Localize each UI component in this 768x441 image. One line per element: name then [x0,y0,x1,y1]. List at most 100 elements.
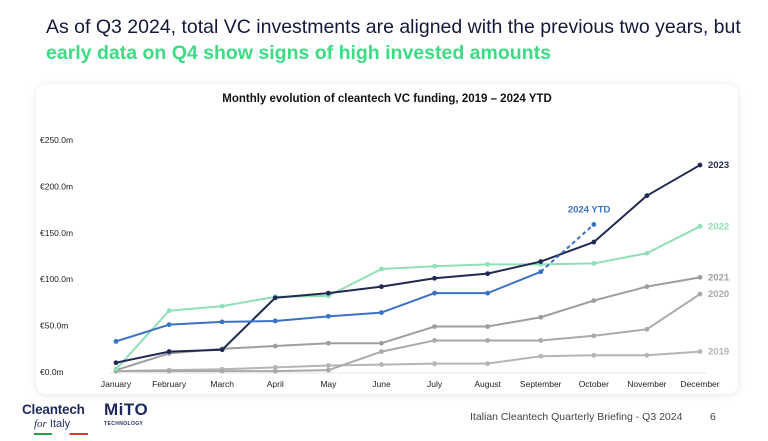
data-point-2020 [325,367,331,373]
data-point-2023 [113,360,119,366]
data-point-2024-ytd [219,319,225,325]
data-point-2019 [697,349,703,354]
x-tick-label: February [152,379,187,389]
chart-card: Monthly evolution of cleantech VC fundin… [36,84,738,394]
series-line-2020 [116,293,701,373]
series-line-2023 [115,164,701,364]
data-point-2021 [644,284,650,290]
x-tick-label: September [520,379,562,389]
data-point-2020 [591,333,597,339]
data-point-2020 [166,368,172,374]
data-point-2020 [272,368,278,374]
data-point-2022 [166,308,172,314]
y-tick-label: €150.0m [40,228,73,238]
data-point-2022 [485,261,491,267]
x-tick-label: October [579,379,609,389]
data-point-2024-ytd [325,313,331,319]
chart-title: Monthly evolution of cleantech VC fundin… [222,93,552,105]
line-chart: €0.0m €50.0m €100.0m €150.0m €200.0m €250.0m J… [40,135,730,389]
y-tick-label: €200.0m [40,181,73,191]
data-point-2023 [697,162,703,168]
data-point-2019 [644,352,650,358]
data-point-2020 [219,368,225,374]
data-point-2022 [379,266,384,272]
data-point-2019 [485,361,491,367]
data-point-2020 [485,338,491,343]
series-label-2023: 2023 [708,160,729,171]
data-point-2024-ytd [485,290,491,296]
brand-line2: for Italy [34,418,70,430]
data-point-2021 [538,314,544,320]
data-point-2023 [219,347,225,353]
data-point-2019 [538,353,544,359]
data-point-2020 [697,291,703,297]
data-point-2023 [485,271,491,277]
data-point-2020 [432,338,437,343]
headline-plain: As of Q3 2024, total VC investments are … [46,16,741,38]
data-point-2023 [432,275,437,281]
x-tick-label: November [627,379,666,389]
data-point-2021 [272,343,278,349]
data-point-2022 [113,366,119,372]
y-tick-label: €0.0m [40,367,64,377]
x-tick-label: April [267,379,284,389]
data-point-2020 [538,338,544,343]
data-point-2019 [379,362,384,367]
data-point-2021 [325,340,331,346]
cleantech-for-italy-logo: Cleantech for Italy [22,402,94,436]
x-tick-label: March [210,379,234,389]
data-point-2020 [644,326,650,332]
data-point-2024-ytd [272,318,278,324]
data-point-2021 [432,324,437,329]
brand-line2-italic: for [34,418,47,430]
data-point-2023 [166,349,172,354]
series-label-2024-ytd: 2024 YTD [568,204,611,215]
series-line-2019 [115,350,701,373]
data-point-2024-ytd [432,290,437,296]
projection-point-2024-ytd [591,222,597,227]
data-point-2019 [591,352,597,358]
data-point-2022 [644,250,650,256]
data-point-2019 [325,363,331,368]
series-label-2019: 2019 [708,347,729,358]
data-point-2024-ytd [166,322,172,328]
data-point-2022 [591,261,597,266]
data-point-2023 [379,284,384,290]
series-label-2022: 2022 [708,221,729,232]
data-point-2023 [325,290,331,296]
mito-logo: MiTO TECHNOLOGY [104,400,158,436]
data-point-2023 [644,193,650,199]
data-point-2023 [272,295,278,301]
footer-caption: Italian Cleantech Quarterly Briefing - Q… [470,411,683,423]
series-line-2024-ytd [115,270,542,343]
data-point-2021 [485,324,491,329]
data-point-2022 [219,303,225,309]
y-tick-label: €50.0m [40,321,68,331]
x-tick-label: July [427,379,443,389]
headline-accent: early data on Q4 show signs of high inve… [46,42,551,64]
x-tick-label: January [101,379,132,389]
series-line-2022 [115,225,701,370]
data-point-2023 [538,259,544,264]
data-point-2019 [432,361,437,367]
x-tick-label: August [474,379,501,389]
data-point-2021 [379,340,384,346]
data-point-2023 [591,239,597,245]
data-point-2024-ytd [113,338,119,344]
page-number: 6 [710,411,716,423]
data-point-2021 [591,298,597,303]
x-tick-label: December [680,379,719,389]
brand-line1: Cleantech [22,402,85,417]
flag-bar [34,433,88,435]
y-tick-label: €100.0m [40,274,73,284]
mito-word: MiTO [104,400,149,419]
data-point-2020 [379,349,384,354]
data-point-2022 [697,223,703,229]
headline: As of Q3 2024, total VC investments are … [46,14,746,66]
mito-sub: TECHNOLOGY [104,421,144,427]
y-tick-label: €250.0m [40,135,73,145]
projection-line-2024-ytd [540,223,595,273]
x-tick-label: June [372,379,391,389]
data-point-2022 [432,263,437,269]
x-tick-label: May [320,379,337,389]
